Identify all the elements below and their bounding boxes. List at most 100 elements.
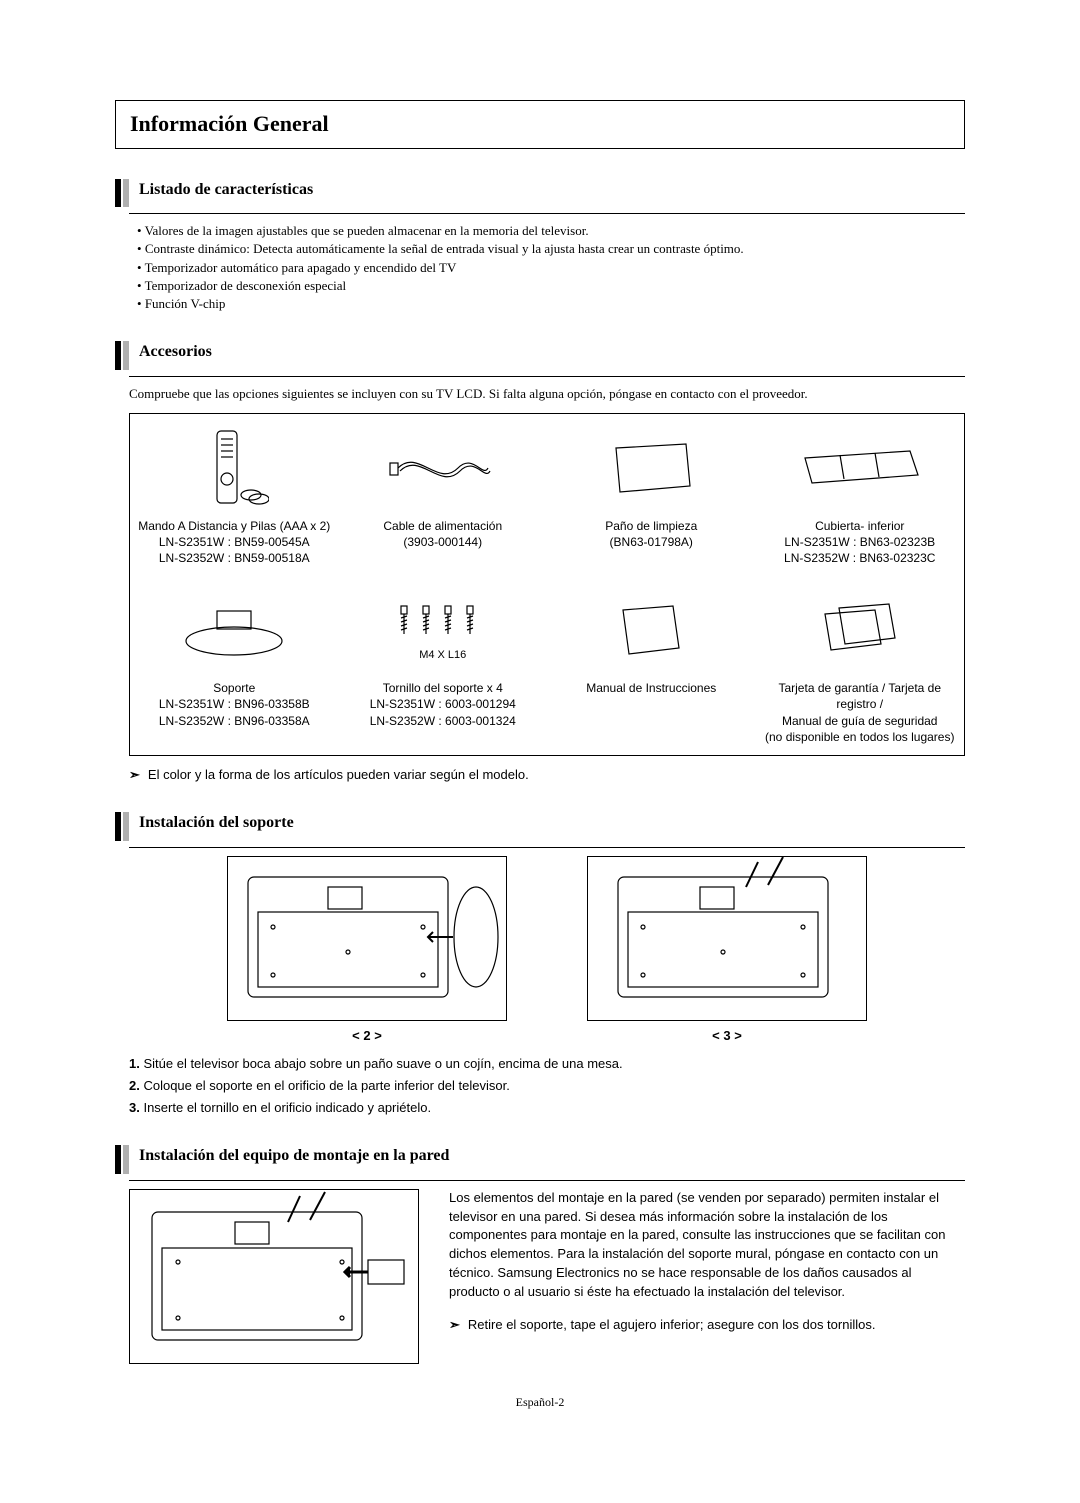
tv-back-diagram-2	[228, 857, 508, 1022]
install-fig-2: < 2 >	[227, 856, 507, 1045]
acc-image-powercord	[345, 426, 542, 510]
acc-cell-cloth: Paño de limpieza (BN63-01798A)	[547, 414, 756, 577]
acc-line2: LN-S2351W : BN63-02323B	[762, 534, 959, 550]
acc-cell-remote: Mando A Distancia y Pilas (AAA x 2) LN-S…	[130, 414, 339, 577]
section-heading-row: Instalación del soporte	[115, 812, 965, 840]
wall-fig-placeholder	[129, 1189, 419, 1364]
cloth-icon	[606, 438, 696, 498]
acc-image-remote	[136, 426, 333, 510]
section-rule	[129, 213, 965, 214]
fig-2-placeholder	[227, 856, 507, 1021]
acc-title: Soporte	[136, 680, 333, 696]
feature-item: Temporizador de desconexión especial	[137, 277, 965, 295]
section-rule	[129, 1180, 965, 1181]
stand-step: 3. Inserte el tornillo en el orificio in…	[129, 1099, 965, 1117]
acc-line3: (no disponible en todos los lugares)	[762, 729, 959, 745]
acc-image-stand	[136, 588, 333, 672]
acc-cell-stand: Soporte LN-S2351W : BN96-03358B LN-S2352…	[130, 576, 339, 755]
power-cord-icon	[388, 443, 498, 493]
section-heading-row: Listado de características	[115, 179, 965, 207]
section-features: Listado de características Valores de la…	[115, 179, 965, 313]
accessories-row: Mando A Distancia y Pilas (AAA x 2) LN-S…	[130, 414, 964, 577]
section-accessories: Accesorios Compruebe que las opciones si…	[115, 341, 965, 784]
feature-item: Contraste dinámico: Detecta automáticame…	[137, 240, 965, 258]
manual-icon	[611, 600, 691, 660]
step-num: 3.	[129, 1100, 140, 1115]
acc-line3: LN-S2352W : BN63-02323C	[762, 550, 959, 566]
section-heading-row: Accesorios	[115, 341, 965, 369]
acc-title: Tarjeta de garantía / Tarjeta de registr…	[762, 680, 959, 712]
acc-cell-cover: Cubierta- inferior LN-S2351W : BN63-0232…	[756, 414, 965, 577]
section-rule	[129, 376, 965, 377]
acc-image-screws: M4 X L16	[345, 588, 542, 672]
heading-bar-light	[123, 812, 129, 840]
section-stand-install: Instalación del soporte < 2 >	[115, 812, 965, 1117]
fig-2-caption: < 2 >	[227, 1027, 507, 1045]
feature-list: Valores de la imagen ajustables que se p…	[137, 222, 965, 313]
cards-icon	[815, 600, 905, 660]
feature-item: Valores de la imagen ajustables que se p…	[137, 222, 965, 240]
acc-line2: (3903-000144)	[345, 534, 542, 550]
fig-3-placeholder	[587, 856, 867, 1021]
page-footer: Español-2	[115, 1394, 965, 1411]
heading-bar-light	[123, 179, 129, 207]
features-heading: Listado de características	[139, 179, 313, 201]
wall-note-row: ➣ Retire el soporte, tape el agujero inf…	[449, 1316, 965, 1335]
cover-icon	[800, 443, 920, 493]
install-fig-3: < 3 >	[587, 856, 867, 1045]
acc-line3: LN-S2352W : 6003-001324	[345, 713, 542, 729]
acc-title: Tornillo del soporte x 4	[345, 680, 542, 696]
acc-cell-warranty: Tarjeta de garantía / Tarjeta de registr…	[756, 576, 965, 755]
variation-note: El color y la forma de los artículos pue…	[148, 766, 529, 784]
acc-title: Manual de Instrucciones	[553, 680, 750, 696]
fig-3-caption: < 3 >	[587, 1027, 867, 1045]
acc-line2: LN-S2351W : 6003-001294	[345, 696, 542, 712]
acc-cell-powercord: Cable de alimentación (3903-000144)	[339, 414, 548, 577]
stand-heading: Instalación del soporte	[139, 812, 294, 834]
stand-step: 2. Coloque el soporte en el orificio de …	[129, 1077, 965, 1095]
section-rule	[129, 847, 965, 848]
note-arrow-icon: ➣	[449, 1316, 460, 1335]
acc-title: Paño de limpieza	[553, 518, 750, 534]
variation-note-row: ➣ El color y la forma de los artículos p…	[129, 766, 965, 784]
acc-title: Cable de alimentación	[345, 518, 542, 534]
step-text: Sitúe el televisor boca abajo sobre un p…	[143, 1056, 622, 1071]
accessories-row: Soporte LN-S2351W : BN96-03358B LN-S2352…	[130, 576, 964, 755]
acc-line2: (BN63-01798A)	[553, 534, 750, 550]
section-heading-row: Instalación del equipo de montaje en la …	[115, 1145, 965, 1173]
acc-cell-manual: Manual de Instrucciones	[547, 576, 756, 755]
remote-icon	[199, 429, 269, 507]
heading-bar-dark	[115, 812, 121, 840]
acc-sub: M4 X L16	[419, 648, 466, 663]
stand-steps: 1. Sitúe el televisor boca abajo sobre u…	[129, 1055, 965, 1118]
wall-paragraph: Los elementos del montaje en la pared (s…	[449, 1189, 965, 1302]
acc-line3: LN-S2352W : BN96-03358A	[136, 713, 333, 729]
step-num: 2.	[129, 1078, 140, 1093]
acc-line2: LN-S2351W : BN59-00545A	[136, 534, 333, 550]
screws-icon	[393, 598, 493, 648]
acc-line2: Manual de guía de seguridad	[762, 713, 959, 729]
wall-row: Los elementos del montaje en la pared (s…	[129, 1189, 965, 1364]
step-text: Inserte el tornillo en el orificio indic…	[143, 1100, 431, 1115]
section-wall-mount: Instalación del equipo de montaje en la …	[115, 1145, 965, 1363]
heading-bar-light	[123, 1145, 129, 1173]
feature-item: Temporizador automático para apagado y e…	[137, 259, 965, 277]
wall-note: Retire el soporte, tape el agujero infer…	[468, 1316, 876, 1335]
wall-heading: Instalación del equipo de montaje en la …	[139, 1145, 449, 1167]
acc-line3: LN-S2352W : BN59-00518A	[136, 550, 333, 566]
heading-bar-dark	[115, 341, 121, 369]
step-num: 1.	[129, 1056, 140, 1071]
step-text: Coloque el soporte en el orificio de la …	[143, 1078, 509, 1093]
accessories-heading: Accesorios	[139, 341, 212, 363]
heading-bar-light	[123, 341, 129, 369]
acc-title: Cubierta- inferior	[762, 518, 959, 534]
page-title-box: Información General	[115, 100, 965, 149]
stand-step: 1. Sitúe el televisor boca abajo sobre u…	[129, 1055, 965, 1073]
feature-item: Función V-chip	[137, 295, 965, 313]
acc-image-warranty	[762, 588, 959, 672]
accessories-grid: Mando A Distancia y Pilas (AAA x 2) LN-S…	[129, 413, 965, 756]
acc-image-cloth	[553, 426, 750, 510]
heading-bar-dark	[115, 179, 121, 207]
acc-title: Mando A Distancia y Pilas (AAA x 2)	[136, 518, 333, 534]
heading-bar-dark	[115, 1145, 121, 1173]
